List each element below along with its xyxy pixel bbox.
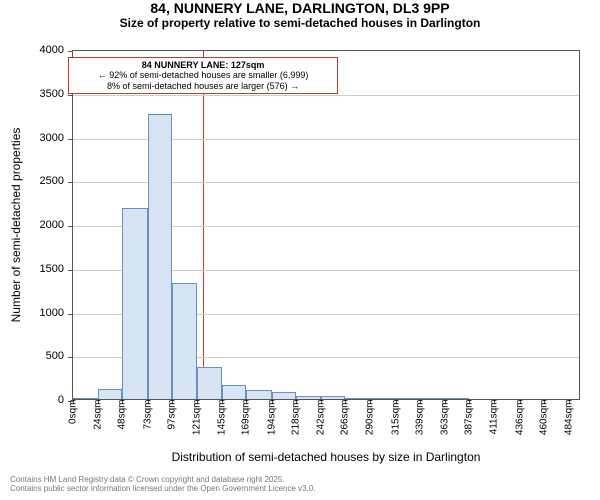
x-tick-label: 169sqm xyxy=(241,400,252,436)
annotation-box: 84 NUNNERY LANE: 127sqm ← 92% of semi-de… xyxy=(68,57,338,94)
y-tick xyxy=(68,139,73,140)
x-tick-label: 121sqm xyxy=(191,400,202,436)
x-tick-label: 145sqm xyxy=(216,400,227,436)
y-tick-label: 0 xyxy=(0,394,64,406)
plot-area: 84 NUNNERY LANE: 127sqm ← 92% of semi-de… xyxy=(72,50,580,400)
x-tick-label: 290sqm xyxy=(365,400,376,436)
histogram-bar xyxy=(272,392,297,399)
y-tick xyxy=(68,182,73,183)
gridline-h xyxy=(73,95,579,96)
chart-title: 84, NUNNERY LANE, DARLINGTON, DL3 9PP xyxy=(0,0,600,16)
y-tick xyxy=(68,226,73,227)
y-tick xyxy=(68,270,73,271)
x-tick-label: 266sqm xyxy=(340,400,351,436)
histogram-bar xyxy=(172,283,197,399)
x-tick-label: 315sqm xyxy=(390,400,401,436)
reference-line xyxy=(203,51,204,399)
annotation-line2: ← 92% of semi-detached houses are smalle… xyxy=(73,70,333,80)
x-tick-label: 242sqm xyxy=(315,400,326,436)
histogram-bar xyxy=(246,390,272,399)
y-tick xyxy=(68,357,73,358)
y-tick-label: 2500 xyxy=(0,175,64,187)
histogram-bar xyxy=(222,385,247,399)
y-tick-label: 500 xyxy=(0,350,64,362)
annotation-line3: 8% of semi-detached houses are larger (5… xyxy=(73,81,333,91)
y-tick-label: 3500 xyxy=(0,88,64,100)
x-tick-label: 24sqm xyxy=(92,400,103,430)
y-tick-label: 3000 xyxy=(0,132,64,144)
chart-subtitle: Size of property relative to semi-detach… xyxy=(0,16,600,30)
histogram-bar xyxy=(122,208,148,399)
y-tick-label: 4000 xyxy=(0,44,64,56)
y-tick-label: 2000 xyxy=(0,219,64,231)
histogram-bar xyxy=(98,389,123,400)
x-tick-label: 460sqm xyxy=(539,400,550,436)
x-tick-label: 363sqm xyxy=(439,400,450,436)
y-tick xyxy=(68,95,73,96)
y-tick xyxy=(68,314,73,315)
footer-line2: Contains public sector information licen… xyxy=(10,484,316,494)
annotation-line1: 84 NUNNERY LANE: 127sqm xyxy=(73,60,333,70)
histogram-bar xyxy=(148,114,173,399)
y-tick-label: 1000 xyxy=(0,307,64,319)
x-tick-label: 436sqm xyxy=(514,400,525,436)
x-tick-label: 97sqm xyxy=(167,400,178,430)
footer-line1: Contains HM Land Registry data © Crown c… xyxy=(10,475,316,485)
x-tick-label: 411sqm xyxy=(488,400,499,435)
chart-container: 84, NUNNERY LANE, DARLINGTON, DL3 9PP Si… xyxy=(0,0,600,500)
x-tick-label: 73sqm xyxy=(142,400,153,430)
x-tick-label: 484sqm xyxy=(563,400,574,436)
footer: Contains HM Land Registry data © Crown c… xyxy=(10,475,316,494)
y-tick xyxy=(68,51,73,52)
x-tick-label: 387sqm xyxy=(464,400,475,436)
x-tick-label: 194sqm xyxy=(266,400,277,436)
x-tick-label: 339sqm xyxy=(415,400,426,436)
x-tick-label: 218sqm xyxy=(291,400,302,436)
x-tick-label: 48sqm xyxy=(117,400,128,430)
x-tick-label: 0sqm xyxy=(68,400,79,424)
histogram-bar xyxy=(197,367,222,399)
y-tick-label: 1500 xyxy=(0,263,64,275)
x-axis-label: Distribution of semi-detached houses by … xyxy=(172,450,481,464)
